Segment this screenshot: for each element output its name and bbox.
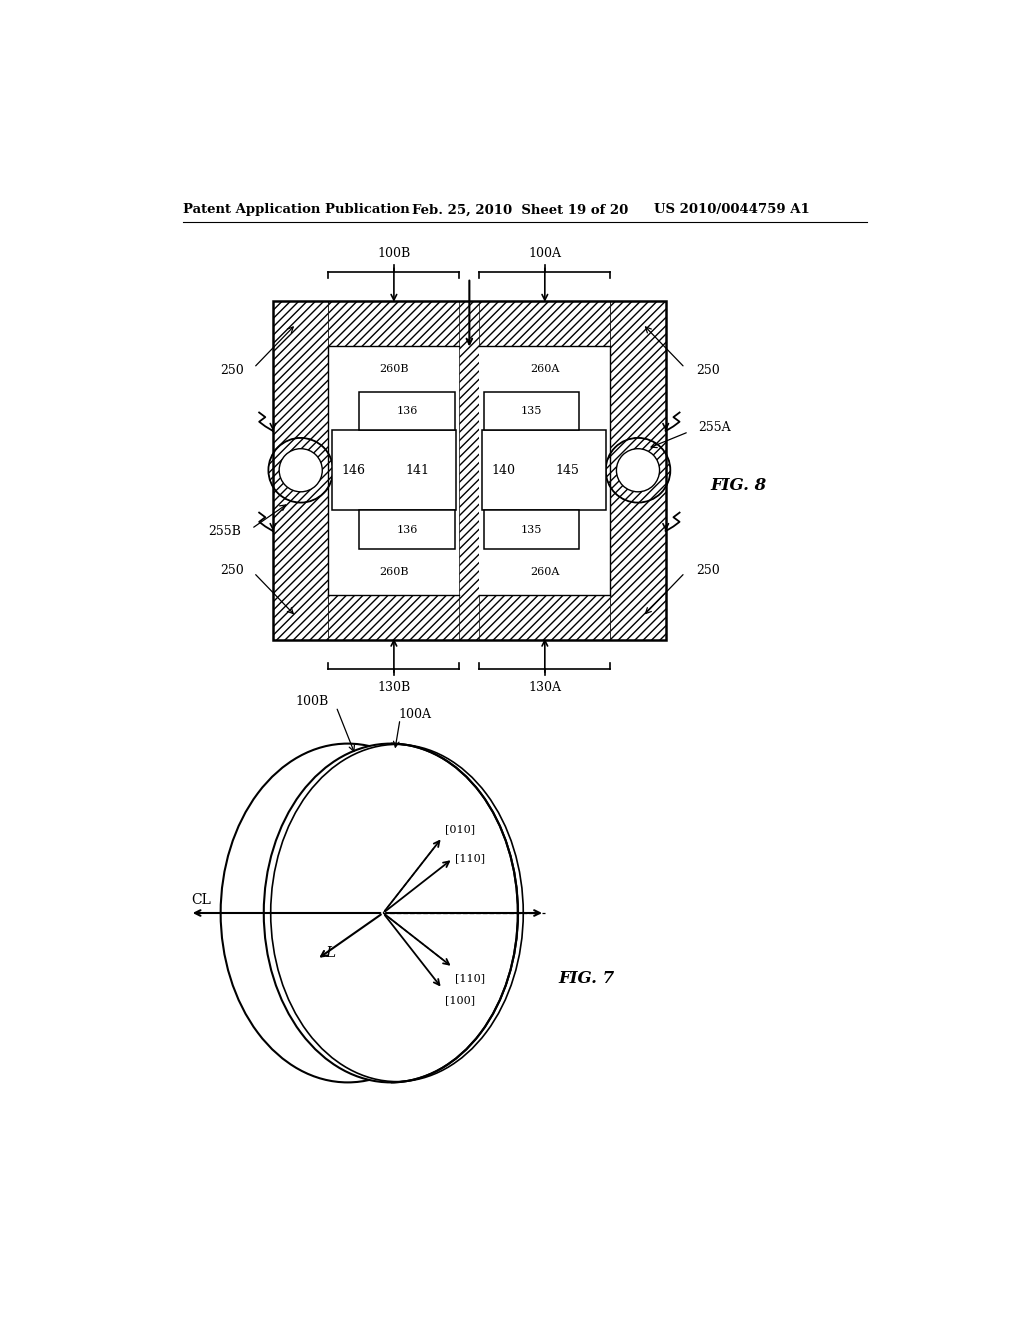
Text: [110]: [110] [456,974,485,983]
Text: 136: 136 [396,524,418,535]
Circle shape [280,449,323,492]
Text: Feb. 25, 2010  Sheet 19 of 20: Feb. 25, 2010 Sheet 19 of 20 [412,203,628,216]
Ellipse shape [220,743,475,1082]
Circle shape [268,438,333,503]
Text: 136: 136 [396,407,418,416]
Text: CL: CL [191,892,211,907]
Bar [484,392,580,430]
Text: 130A: 130A [528,681,561,694]
Text: 255B: 255B [208,525,241,539]
Text: 260B: 260B [379,566,409,577]
Bar [482,430,606,511]
Bar [329,595,610,640]
Bar [329,346,460,595]
Text: 250: 250 [696,564,720,577]
Bar [359,511,455,549]
Bar [484,511,580,549]
Text: [010]: [010] [444,824,475,834]
Bar [273,301,329,640]
Text: [110]: [110] [456,854,485,863]
Text: [100]: [100] [444,995,475,1005]
Text: 260A: 260A [530,566,559,577]
Text: FIG. 7: FIG. 7 [558,970,614,987]
Bar [329,301,610,346]
Text: 255A: 255A [698,421,731,434]
Text: 100B: 100B [377,247,411,260]
Circle shape [268,438,333,503]
Text: FIG. 8: FIG. 8 [711,477,767,494]
Bar [460,301,479,640]
Circle shape [605,438,671,503]
Text: 130B: 130B [377,681,411,694]
Bar [333,430,457,511]
Bar [610,301,666,640]
Text: L: L [326,946,336,960]
Text: 250: 250 [220,564,244,577]
Text: 260B: 260B [379,363,409,374]
Text: 135: 135 [521,524,543,535]
Text: 100A: 100A [398,708,431,721]
Text: Patent Application Publication: Patent Application Publication [183,203,410,216]
Circle shape [616,449,659,492]
Text: 100A: 100A [528,247,561,260]
Text: 250: 250 [220,363,244,376]
Text: 140: 140 [492,463,516,477]
Ellipse shape [264,743,518,1082]
Bar [273,301,666,640]
Bar [479,346,610,595]
Text: 250: 250 [696,363,720,376]
Text: 260A: 260A [530,363,559,374]
Bar [359,392,455,430]
Text: US 2010/0044759 A1: US 2010/0044759 A1 [654,203,810,216]
Text: 135: 135 [521,407,543,416]
Text: 141: 141 [406,463,429,477]
Circle shape [605,438,671,503]
Text: 145: 145 [556,463,580,477]
Text: 146: 146 [341,463,366,477]
Text: 100B: 100B [295,694,329,708]
